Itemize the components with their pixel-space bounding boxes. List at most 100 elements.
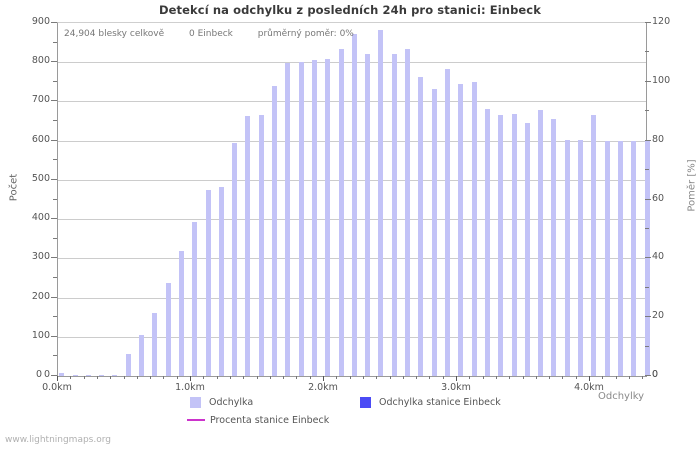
y-axis-right-tick-label: 120 (652, 16, 671, 27)
x-axis-minor-tick (150, 376, 152, 379)
bar (444, 68, 450, 376)
x-axis-minor-tick (549, 376, 551, 379)
legend-label: Procenta stanice Einbeck (210, 414, 330, 426)
y-axis-right-tick-mark (645, 139, 651, 141)
x-axis-minor-tick (256, 376, 258, 379)
legend-line-icon (187, 419, 205, 421)
x-axis-minor-tick (469, 376, 471, 379)
x-axis-minor-tick (482, 376, 484, 379)
bar (498, 115, 504, 376)
y-axis-left-tick-mark (51, 61, 57, 63)
y-axis-left-tick-label: 700 (31, 94, 50, 106)
y-axis-left-tick-mark (51, 178, 57, 180)
x-axis-minor-tick (615, 376, 617, 379)
x-axis-minor-tick (243, 376, 245, 379)
bar (484, 109, 490, 376)
x-axis-tick-label: 0.0km (42, 382, 72, 393)
y-axis-right-tick-mark (645, 80, 651, 82)
bar (285, 63, 291, 376)
y-axis-right-tick-label: 0 (652, 369, 659, 380)
plot-area: 24,904 blesky celkově 0 Einbeck průměrný… (57, 22, 650, 377)
bar (298, 62, 304, 376)
legend-item-odchylka-stanice[interactable]: Odchylka stanice Einbeck (360, 394, 501, 410)
x-axis-minor-tick (83, 376, 85, 379)
x-axis-minor-tick (575, 376, 577, 379)
y-axis-right-tick-label: 100 (652, 74, 671, 86)
x-axis-minor-tick (216, 376, 218, 379)
x-axis-minor-tick (336, 376, 338, 379)
bar (564, 139, 570, 376)
legend-row-2: Procenta stanice Einbeck (0, 412, 700, 428)
y-axis-left-tick-label: 200 (31, 290, 50, 302)
y-axis-left-minor-tick (53, 355, 57, 357)
bar (258, 115, 264, 376)
x-axis-minor-tick (269, 376, 271, 379)
x-axis-tick-label: 3.0km (441, 382, 471, 393)
watermark: www.lightningmaps.org (5, 435, 111, 445)
y-axis-right-tick-label: 20 (652, 310, 665, 322)
y-axis-left-minor-tick (53, 237, 57, 239)
x-axis-minor-tick (110, 376, 112, 379)
y-axis-left-tick-label: 300 (31, 251, 50, 263)
x-axis-minor-tick (602, 376, 604, 379)
x-axis-minor-tick (495, 376, 497, 379)
bar (139, 334, 145, 376)
y-axis-left-tick-mark (51, 139, 57, 141)
x-axis-minor-tick (283, 376, 285, 379)
y-axis-left-tick-label: 600 (31, 133, 50, 145)
y-axis-right-tick-label: 60 (652, 192, 665, 204)
bar (338, 49, 344, 376)
y-axis-left-tick-mark (51, 218, 57, 220)
x-axis-tick-label: 4.0km (574, 382, 604, 393)
x-axis-minor-tick (389, 376, 391, 379)
y-axis-right-tick-mark (645, 257, 651, 259)
legend-item-procenta-stanice[interactable]: Procenta stanice Einbeck (187, 412, 330, 428)
y-axis-left-tick-label: 400 (31, 212, 50, 224)
x-axis-minor-tick (136, 376, 138, 379)
bar (418, 76, 424, 376)
x-axis-minor-tick (642, 376, 644, 379)
x-axis-minor-tick (562, 376, 564, 379)
x-axis-minor-tick (402, 376, 404, 379)
x-axis-minor-tick (349, 376, 351, 379)
y-axis-right-tick-label: 40 (652, 251, 665, 263)
bar (471, 81, 477, 376)
y-axis-right-minor-tick (645, 286, 649, 288)
x-axis-tick-label: 1.0km (175, 382, 205, 393)
bar (378, 29, 384, 376)
bar (617, 140, 623, 376)
y-axis-right-minor-tick (645, 110, 649, 112)
y-axis-left-tick-mark (51, 375, 57, 376)
y-axis-left-tick-mark (51, 100, 57, 102)
bar (72, 375, 78, 376)
legend-label: Odchylka (209, 396, 254, 408)
y-axis-left-tick-label: 800 (31, 55, 50, 67)
annotation-ratio: průměrný poměr: 0% (257, 29, 354, 39)
annotation-station: 0 Einbeck (189, 29, 233, 39)
x-axis-tick-mark (589, 376, 590, 381)
summary-annotation: 24,904 blesky celkově 0 Einbeck průměrný… (64, 29, 354, 39)
bar (205, 189, 211, 376)
y-axis-right-tick-label: 80 (652, 133, 665, 145)
bar (232, 142, 238, 376)
legend-label: Odchylka stanice Einbeck (379, 396, 501, 408)
x-axis-tick-mark (190, 376, 191, 381)
x-axis-minor-tick (628, 376, 630, 379)
legend-swatch-icon (360, 396, 371, 408)
y-axis-left-tick-mark (51, 296, 57, 298)
x-axis-minor-tick (163, 376, 165, 379)
bar (99, 375, 105, 376)
y-axis-left-tick-mark (51, 22, 57, 23)
bar (192, 221, 198, 376)
legend-item-odchylka[interactable]: Odchylka (190, 394, 253, 410)
y-axis-left-minor-tick (53, 80, 57, 82)
y-axis-left-minor-tick (53, 120, 57, 122)
bar (604, 141, 610, 376)
bar (165, 282, 171, 376)
x-axis-tick-mark (57, 376, 58, 381)
y-axis-right-minor-tick (645, 227, 649, 229)
bar (272, 85, 278, 376)
x-axis-minor-tick (296, 376, 298, 379)
x-axis-minor-tick (229, 376, 231, 379)
